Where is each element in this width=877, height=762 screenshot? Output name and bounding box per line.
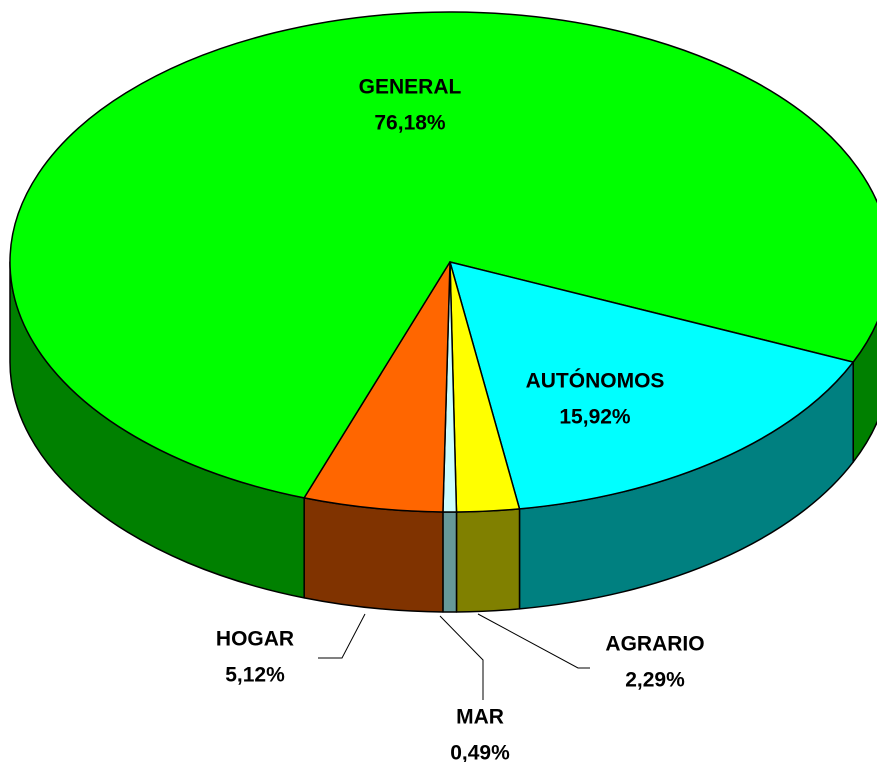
value-label: 15,92% (559, 406, 631, 429)
labels: GENERAL 76,18% AUTÓNOMOS 15,92% AGRARIO 2,29%… (216, 76, 705, 762)
slice-label: HOGAR (216, 628, 294, 651)
slice-side (442, 511, 458, 613)
value-label: 5,12% (225, 664, 285, 687)
slice-side (303, 497, 444, 613)
slice (9, 11, 877, 499)
slice-side (455, 508, 521, 613)
slice-label: GENERAL (359, 76, 462, 99)
slice-label: AGRARIO (605, 633, 704, 656)
pie-tops (9, 11, 877, 513)
value-label: 2,29% (625, 669, 685, 692)
leader-line (439, 615, 484, 700)
slice-label: MAR (456, 706, 504, 729)
value-label: 0,49% (450, 742, 510, 762)
slice (449, 261, 854, 510)
pie-sides (9, 261, 877, 613)
leader-line (318, 613, 366, 659)
leader-line (477, 613, 590, 669)
value-label: 76,18% (374, 112, 446, 135)
slice-label: AUTÓNOMOS (526, 369, 665, 393)
slice (303, 261, 451, 513)
